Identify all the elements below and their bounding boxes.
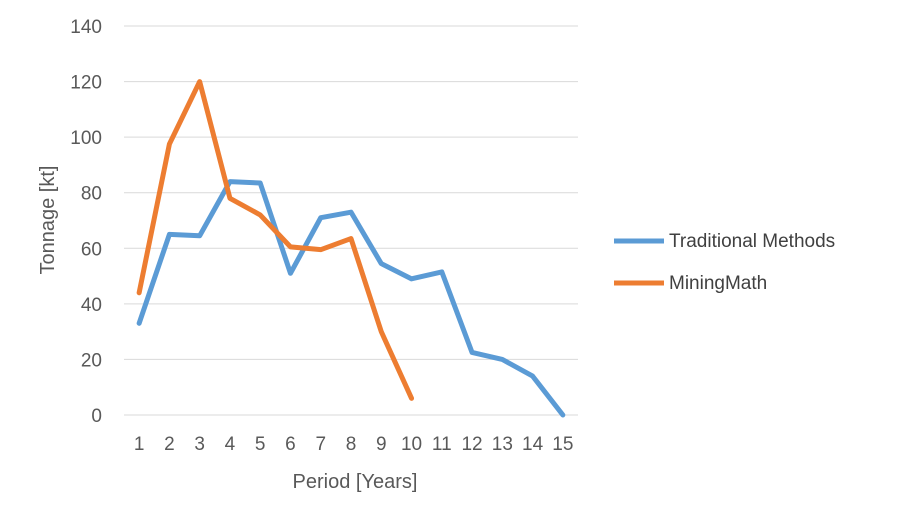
- x-tick-label: 3: [194, 434, 205, 455]
- x-tick-label: 1: [134, 434, 145, 455]
- y-tick-label: 60: [81, 239, 102, 260]
- x-tick-label: 12: [461, 434, 482, 455]
- y-tick-label: 0: [91, 406, 102, 427]
- x-tick-label: 2: [164, 434, 175, 455]
- series-lines: [136, 79, 566, 418]
- x-tick-label: 14: [522, 434, 544, 455]
- x-axis-title: Period [Years]: [293, 471, 418, 493]
- x-tick-label: 8: [346, 434, 357, 455]
- legend-label-miningmath: MiningMath: [669, 273, 767, 294]
- y-tick-label: 20: [81, 350, 102, 371]
- x-tick-label: 15: [552, 434, 573, 455]
- series-line-traditional-methods: [136, 179, 566, 418]
- x-tick-labels: 1 2 3 4 5 6 7 8 9 10 11 12 13 14 15: [134, 434, 574, 455]
- y-tick-labels: 0 20 40 60 80 100 120 140: [70, 17, 102, 427]
- y-tick-label: 120: [70, 73, 102, 94]
- legend-label-traditional-methods: Traditional Methods: [669, 231, 835, 252]
- y-tick-label: 40: [81, 295, 102, 316]
- x-tick-label: 6: [285, 434, 296, 455]
- x-tick-label: 10: [401, 434, 422, 455]
- gridlines: [124, 25, 578, 416]
- x-tick-label: 4: [225, 434, 236, 455]
- x-tick-label: 13: [492, 434, 513, 455]
- x-tick-label: 7: [315, 434, 326, 455]
- y-tick-label: 100: [70, 128, 102, 149]
- series-line-miningmath: [136, 79, 415, 401]
- y-axis-title: Tonnage [kt]: [37, 166, 59, 275]
- y-tick-label: 80: [81, 184, 102, 205]
- legend: Traditional Methods MiningMath: [614, 231, 835, 294]
- x-tick-label: 9: [376, 434, 387, 455]
- x-tick-label: 11: [432, 434, 452, 455]
- x-tick-label: 5: [255, 434, 266, 455]
- y-tick-label: 140: [70, 17, 102, 38]
